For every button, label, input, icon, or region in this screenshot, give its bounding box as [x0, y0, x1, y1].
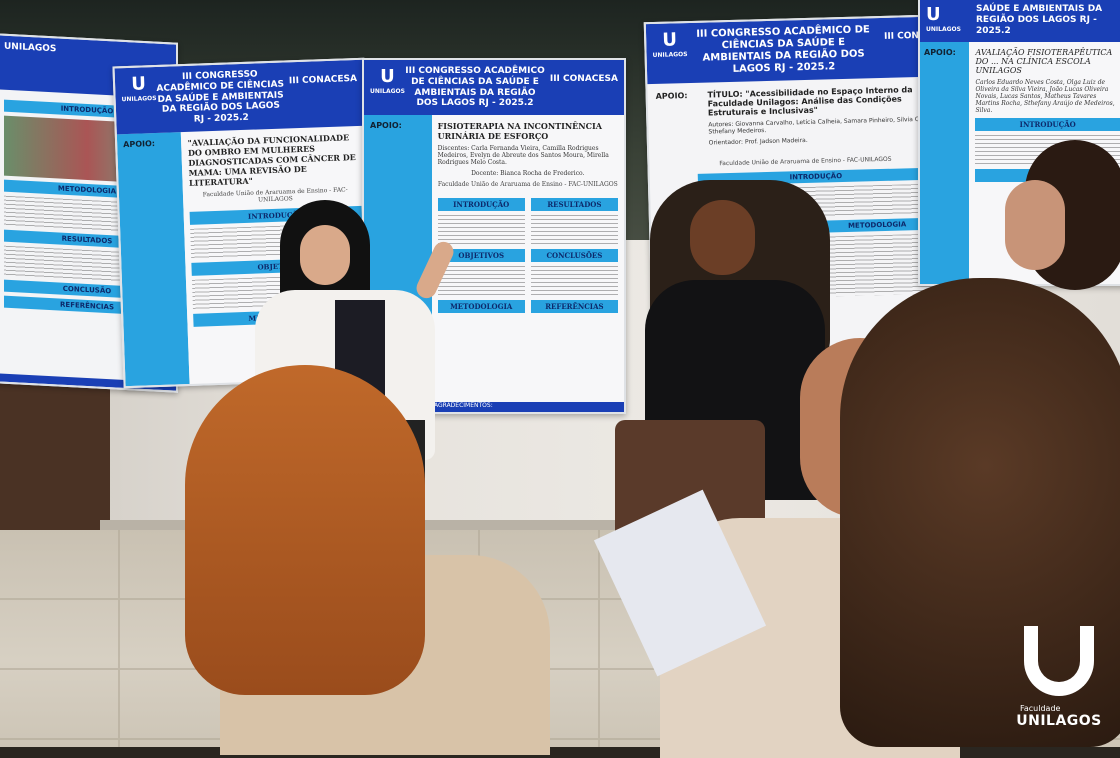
conacesa-logo: III CONACESA [288, 73, 358, 87]
support-label: APOIO: [123, 139, 156, 150]
support-label: APOIO: [924, 48, 956, 58]
unilagos-logo: UNILAGOS [4, 41, 57, 55]
section-heading: INTRODUÇÃO [437, 198, 525, 212]
section-heading: RESULTADOS [530, 198, 618, 212]
poster-authors: Discentes: Carla Fernanda Vieira, Camill… [437, 145, 609, 167]
section-heading: CONCLUSÕES [530, 249, 618, 263]
poster-header: SAÚDE E AMBIENTAIS DA REGIÃO DOS LAGOS R… [976, 4, 1103, 36]
section-heading: OBJETIVOS [437, 249, 525, 263]
conacesa-logo: III CONACESA [549, 74, 618, 84]
watermark-name: UNILAGOS [1016, 713, 1102, 729]
presenter-black-jacket [600, 180, 835, 590]
poster-advisor: Docente: Bianca Rocha de Frederico. [471, 170, 585, 178]
unilagos-logo: U UNILAGOS [652, 29, 688, 59]
poster-title: TÍTULO: "Acessibilidade no Espaço Intern… [707, 85, 913, 118]
poster-title: "AVALIAÇÃO DA FUNCIONALIDADE DO OMBRO EM… [187, 132, 356, 188]
wooden-panel [0, 380, 110, 530]
attendee-far-right [955, 140, 1120, 300]
poster-footer: AGRADECIMENTOS: [364, 402, 624, 412]
unilagos-watermark: Faculdade UNILAGOS [1016, 626, 1102, 729]
attendee-curly-hair [593, 278, 1120, 758]
support-label: APOIO: [655, 91, 688, 101]
attendee-orange-hair [180, 365, 550, 755]
support-label: APOIO: [370, 121, 402, 131]
watermark-prefix: Faculdade [1020, 704, 1061, 713]
poster-header: III CONGRESSO ACADÊMICO DE CIÊNCIAS DA S… [696, 24, 870, 75]
poster-header: III CONGRESSO ACADÊMICO DE CIÊNCIAS DA S… [156, 69, 285, 125]
section-heading: METODOLOGIA [437, 300, 525, 314]
institution: Faculdade União de Araruama de Ensino - … [719, 155, 892, 168]
unilagos-u-logo [1024, 626, 1094, 696]
poster-header: III CONGRESSO ACADÊMICO DE CIÊNCIAS DA S… [405, 66, 545, 109]
poster-title: AVALIAÇÃO FISIOTERAPÊUTICA DO ... NA CLÍ… [975, 48, 1113, 76]
section-heading: REFERÊNCIAS [530, 300, 618, 314]
poster-title: FISIOTERAPIA NA INCONTINÊNCIA URINÁRIA D… [437, 121, 602, 142]
unilagos-logo: U UNILAGOS [121, 73, 157, 103]
poster-advisor: Orientador: Prof. Jadson Madeira. [708, 136, 808, 147]
section-heading: INTRODUÇÃO [975, 118, 1120, 132]
institution: Faculdade União de Araruama de Ensino - … [437, 181, 618, 189]
unilagos-logo: U UNILAGOS [370, 66, 405, 95]
poster-urinary-incontinence: U UNILAGOS III CONGRESSO ACADÊMICO DE CIÊ… [362, 58, 626, 414]
poster-authors: Autores: Giovanna Carvalho, Letícia Calh… [708, 115, 942, 136]
poster-authors: Carlos Eduardo Neves Costa, Olga Luiz de… [975, 79, 1115, 115]
unilagos-logo: U UNILAGOS [926, 4, 961, 33]
